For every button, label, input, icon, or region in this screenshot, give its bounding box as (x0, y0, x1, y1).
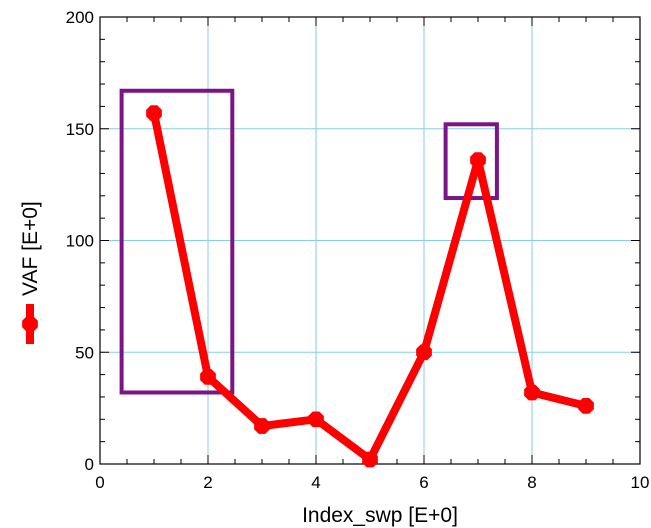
data-point (524, 384, 540, 401)
x-tick-label: 10 (631, 473, 650, 492)
data-series (146, 105, 594, 468)
x-tick-label: 6 (419, 473, 428, 492)
grid (100, 17, 640, 464)
data-point (470, 152, 486, 168)
data-point (578, 398, 594, 414)
data-point (146, 105, 162, 121)
y-tick-label: 0 (85, 455, 94, 474)
y-tick-label: 200 (66, 8, 94, 27)
axis-ticks (99, 16, 641, 465)
y-axis-label-group: VAF [E+0] (19, 201, 42, 344)
legend-marker-icon (22, 304, 38, 344)
data-point (200, 368, 216, 385)
series-line (150, 109, 590, 464)
highlight-box (119, 88, 235, 395)
legend-marker (22, 316, 38, 332)
data-point (254, 418, 270, 434)
x-tick-label: 4 (311, 473, 320, 492)
y-axis-label: VAF [E+0] (19, 201, 42, 296)
x-tick-label: 8 (527, 473, 536, 492)
data-point (308, 411, 324, 428)
x-tick-label: 0 (95, 473, 104, 492)
x-tick-label: 2 (203, 473, 212, 492)
y-tick-label: 50 (75, 343, 94, 362)
data-point (416, 344, 432, 361)
y-tick-label: 100 (66, 232, 94, 251)
x-axis-label: Index_swp [E+0] (302, 504, 458, 527)
data-point (362, 451, 378, 468)
y-tick-label: 150 (66, 120, 94, 139)
